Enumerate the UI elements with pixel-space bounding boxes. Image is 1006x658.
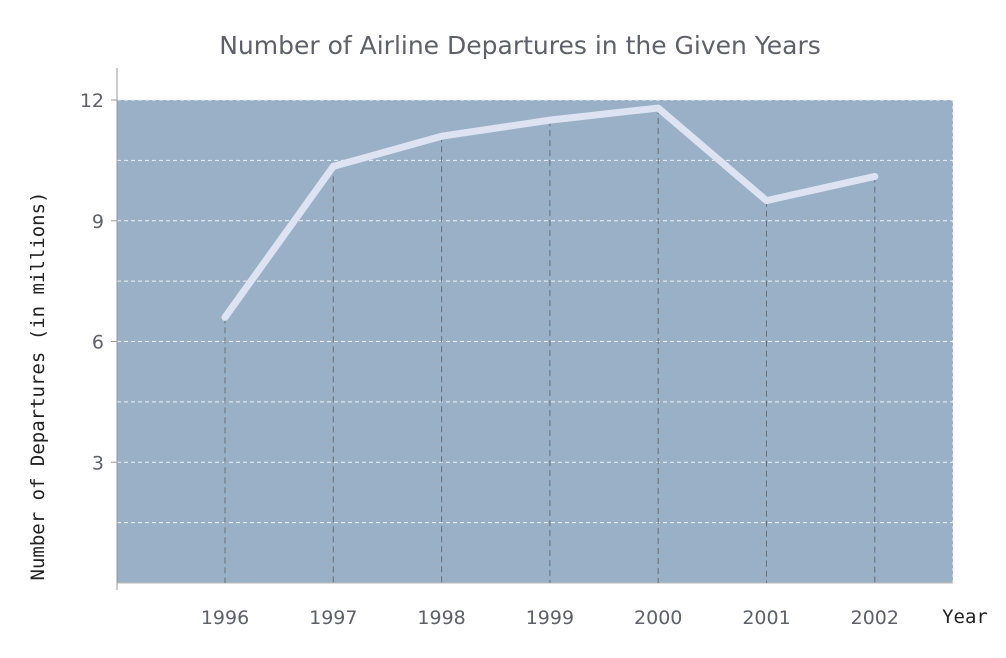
- y-tick-label: 9: [92, 211, 104, 233]
- x-tick-label: 1996: [201, 607, 249, 629]
- data-point: [440, 135, 443, 138]
- data-point: [548, 119, 551, 122]
- chart-title: Number of Airline Departures in the Give…: [219, 31, 821, 60]
- data-point: [765, 199, 768, 202]
- x-tick-label: 2002: [851, 607, 899, 629]
- x-tick-label: 1999: [526, 607, 574, 629]
- y-tick-label: 3: [92, 452, 104, 474]
- y-axis-label: Number of Departures (in millions): [27, 192, 49, 581]
- y-tick-label: 12: [80, 90, 104, 112]
- data-point: [332, 165, 335, 168]
- y-tick-label: 6: [92, 332, 104, 354]
- x-tick-label: 2000: [634, 607, 682, 629]
- data-point: [873, 175, 876, 178]
- x-axis-label: Year: [942, 606, 988, 628]
- data-point: [224, 316, 226, 319]
- x-tick-label: 2001: [742, 607, 790, 629]
- x-tick-label: 1998: [417, 607, 465, 629]
- data-point: [657, 107, 660, 110]
- x-tick-label: 1997: [309, 607, 357, 629]
